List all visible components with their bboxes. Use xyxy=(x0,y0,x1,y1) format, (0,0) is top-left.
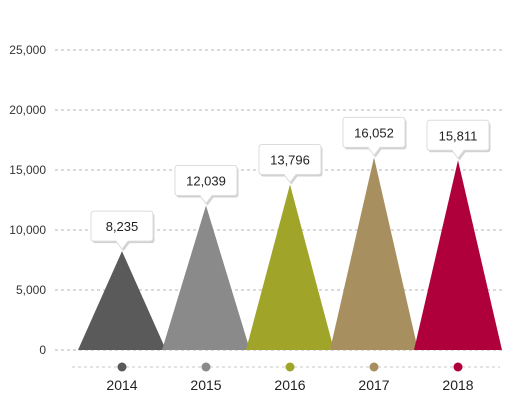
data-label: 8,235 xyxy=(106,219,139,234)
data-label: 15,811 xyxy=(439,128,478,143)
data-marks xyxy=(78,157,502,350)
x-axis: 2014 2015 2016 2017 2018 xyxy=(72,362,500,393)
x-tick-label: 2016 xyxy=(274,377,305,393)
y-tick-label: 10,000 xyxy=(9,223,46,237)
data-label-callout: 12,039 xyxy=(174,165,239,206)
bar-2018 xyxy=(414,160,502,350)
data-labels: 8,235 12,039 13,796 16,052 15,811 xyxy=(90,116,491,252)
data-label-callout: 8,235 xyxy=(90,210,155,252)
callout-box xyxy=(174,165,238,205)
x-marker-2014 xyxy=(117,362,127,372)
bar-2016 xyxy=(246,184,334,350)
bar-2017 xyxy=(330,157,418,350)
x-tick-label: 2014 xyxy=(106,377,137,393)
bar-2015 xyxy=(162,205,250,350)
callout-box xyxy=(426,119,490,160)
data-label: 12,039 xyxy=(186,174,226,189)
y-tick-label: 5,000 xyxy=(16,283,46,297)
callout-box xyxy=(90,210,154,251)
y-tick-label: 20,000 xyxy=(9,103,46,117)
x-tick-label: 2017 xyxy=(358,377,389,393)
data-label: 13,796 xyxy=(270,152,310,167)
x-tick-label: 2015 xyxy=(190,377,221,393)
y-tick-label: 0 xyxy=(39,343,46,357)
x-marker-2016 xyxy=(285,362,295,372)
x-marker-2015 xyxy=(201,362,211,372)
callout-box xyxy=(342,116,406,157)
x-marker-2018 xyxy=(453,362,463,372)
data-label-callout: 16,052 xyxy=(342,116,407,158)
y-tick-label: 25,000 xyxy=(9,43,46,57)
callout-box xyxy=(258,143,322,184)
bar-2014 xyxy=(78,251,166,350)
data-label-callout: 15,811 xyxy=(426,119,491,161)
y-tick-label: 15,000 xyxy=(9,163,46,177)
y-axis: 0 5,000 10,000 15,000 20,000 25,000 xyxy=(9,43,46,357)
data-label: 16,052 xyxy=(354,125,394,140)
x-marker-2017 xyxy=(369,362,379,372)
data-label-callout: 13,796 xyxy=(258,143,323,185)
x-tick-label: 2018 xyxy=(442,377,473,393)
